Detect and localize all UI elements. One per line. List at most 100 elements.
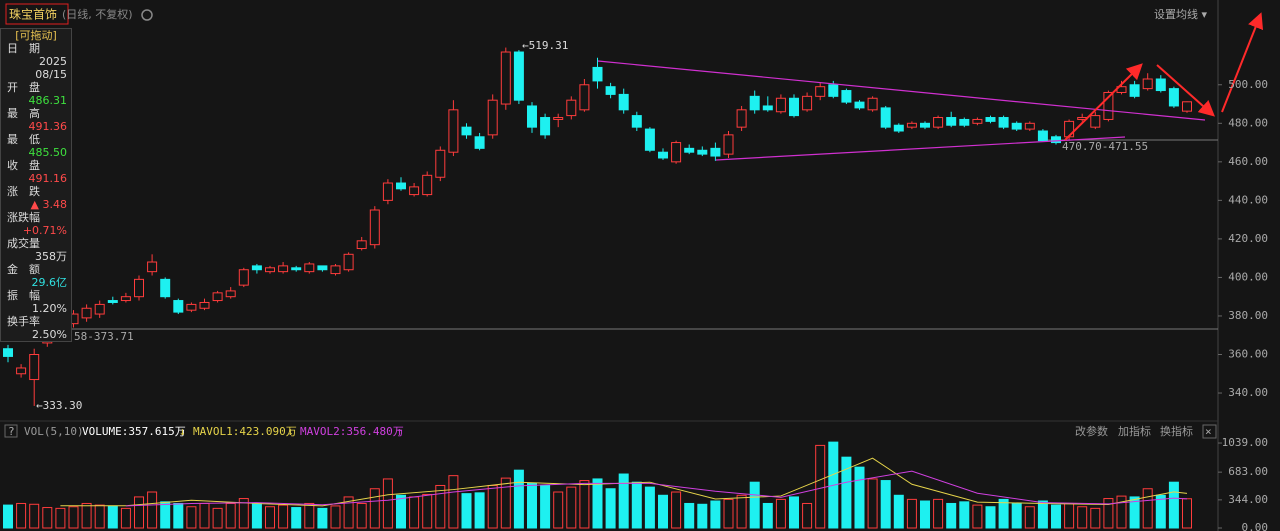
candle-body [1142, 78, 1153, 90]
volume-bar [461, 493, 472, 529]
button[interactable]: 改参数 [1075, 424, 1108, 438]
volume-bar [527, 482, 537, 529]
volume-bar [644, 486, 655, 529]
volume-bar [42, 507, 53, 529]
volume-bar [710, 500, 721, 529]
candle-body [120, 296, 131, 302]
volume-bar [265, 506, 275, 529]
info-value: +0.71% [22, 224, 67, 237]
volume-bar [422, 493, 433, 529]
candle-body [658, 151, 668, 159]
candle-body [605, 86, 616, 95]
info-value: 491.36 [28, 120, 68, 133]
info-label: 成交量 [7, 237, 40, 250]
volume-bar [330, 505, 341, 529]
volume-bar [579, 480, 590, 529]
volume-bar [553, 491, 564, 529]
info-panel[interactable]: [可拖动] 日 期 2025 08/15 开 盘 486.31 最 高 491.36 最… [0, 28, 72, 342]
candle-body [802, 95, 813, 111]
volume-bar [251, 502, 262, 529]
volume-bar [29, 503, 40, 529]
info-value: 29.6亿 [31, 276, 68, 289]
y-tick-label: 360.00 [1228, 347, 1268, 360]
volume-bar [985, 506, 996, 529]
close[interactable]: × [1205, 425, 1212, 438]
annotation: 58-373.71 [74, 330, 134, 343]
y-tick-label: 683.00 [1228, 465, 1268, 478]
candle-body [474, 136, 485, 149]
candle-body [762, 105, 773, 111]
volume-bar [81, 502, 92, 529]
volume-bar [893, 494, 904, 529]
volume-bar [723, 498, 734, 529]
volume-bar [317, 507, 328, 529]
info-value: 2025 [39, 55, 67, 68]
volume-bar [513, 469, 524, 529]
settings-icon[interactable] [141, 9, 153, 21]
candle-body [16, 367, 27, 375]
info-label: 收 盘 [7, 159, 40, 172]
close-box[interactable] [1202, 424, 1217, 439]
volume-bar [343, 496, 354, 529]
button[interactable]: 加指标 [1118, 424, 1151, 438]
volume-bar [736, 494, 747, 529]
candle-body [500, 51, 511, 105]
volume-bar [1155, 494, 1166, 529]
volume-bar [867, 478, 878, 529]
info-label: 日 期 [7, 42, 40, 55]
info-label: 开 盘 [7, 81, 40, 94]
volume-bar [120, 507, 131, 529]
volume-bar [435, 484, 446, 529]
info-label: 涨跌幅 [7, 211, 40, 224]
candle-body [487, 99, 498, 136]
volume-bar [880, 480, 891, 529]
info-label: 涨 跌 [7, 185, 40, 198]
candle-body [527, 105, 537, 128]
indicator-title: VOL(5,10) [24, 425, 84, 438]
candle-body [815, 86, 826, 97]
volume-bar [448, 475, 459, 529]
volume-bar [789, 496, 799, 529]
candle-body [1024, 122, 1035, 130]
legend-entry: MAVOL2:356.480万 [300, 425, 404, 438]
candle-body [225, 290, 236, 298]
candle-body [671, 142, 682, 163]
ma-setting[interactable]: 设置均线 ▾ [1154, 7, 1207, 21]
candle-body [343, 253, 354, 271]
help-box[interactable] [4, 424, 18, 438]
button[interactable]: 换指标 [1160, 424, 1193, 438]
volume-bar [409, 496, 420, 529]
annotation: ←519.31 [522, 39, 568, 52]
y-tick-label: 340.00 [1228, 386, 1268, 399]
volume-bar [160, 501, 171, 529]
y-tick-label: 460.00 [1228, 155, 1268, 168]
y-tick-label: 344.00 [1228, 493, 1268, 506]
volume-bar [3, 504, 13, 529]
trend-line [597, 60, 1206, 121]
arrow [1156, 64, 1215, 117]
candle-body [1011, 122, 1022, 130]
volume-bar [775, 498, 786, 529]
legend-arrow: ↓ [179, 425, 186, 438]
volume-bar [658, 494, 668, 529]
volume-bar [238, 498, 249, 529]
volume-bar [147, 491, 158, 529]
candle-body [1064, 120, 1075, 138]
legend-entry: MAVOL1:423.090万 [193, 425, 297, 438]
candle-body [631, 115, 642, 128]
volume-bar [933, 498, 944, 529]
help[interactable]: ? [8, 425, 15, 438]
candle-body [81, 307, 92, 319]
volume-bar [566, 486, 577, 529]
name-box [5, 3, 69, 25]
volume-bar [107, 505, 118, 529]
candle-body [553, 117, 564, 120]
y-tick-label: 500.00 [1228, 78, 1268, 91]
stock-name[interactable]: 珠宝首饰 [9, 8, 57, 22]
candle-body [867, 97, 878, 111]
candle-body [592, 66, 603, 82]
info-label: 换手率 [7, 315, 40, 328]
candle-body [998, 117, 1009, 128]
volume-bar [1051, 504, 1061, 529]
